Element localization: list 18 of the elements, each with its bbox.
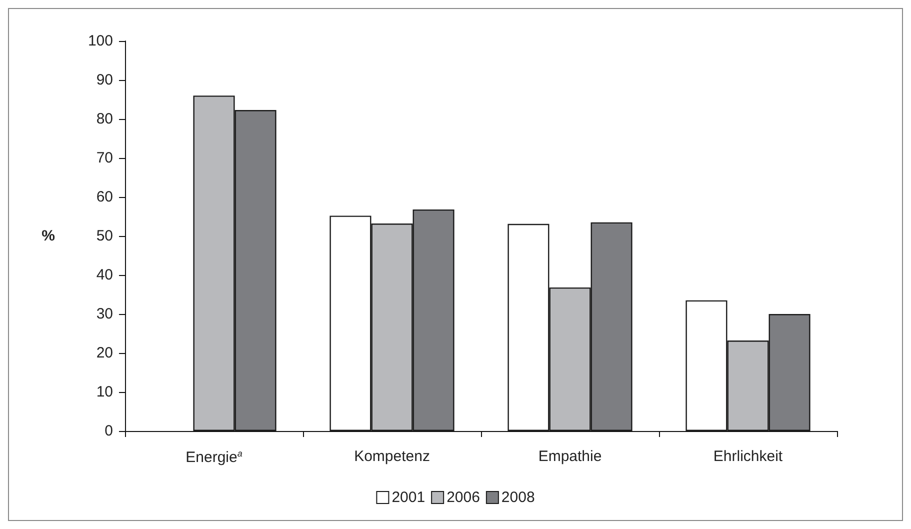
y-tick-label: 100 — [88, 32, 113, 50]
x-tick-label: Ehrlichkeit — [713, 448, 784, 465]
y-tick-label: 80 — [96, 110, 113, 128]
y-tick-label: 60 — [96, 188, 113, 206]
y-axis-title: % — [42, 228, 55, 244]
y-tick-label: 20 — [96, 344, 113, 362]
y-tick-label: 70 — [96, 150, 113, 166]
legend-label: 2008 — [501, 489, 535, 506]
y-tick-label: 30 — [96, 306, 113, 322]
x-tick-label: Empathie — [538, 448, 602, 465]
y-tick-label: 10 — [96, 384, 113, 400]
y-tick-label: 50 — [96, 228, 113, 244]
y-tick-label: 40 — [96, 266, 113, 284]
y-tick-label: 90 — [96, 72, 113, 88]
x-tick-label: Kompetenz — [354, 448, 430, 465]
y-tick-label: 0 — [104, 422, 113, 440]
legend-label: 2001 — [392, 489, 426, 506]
legend-label: 2006 — [446, 489, 480, 506]
